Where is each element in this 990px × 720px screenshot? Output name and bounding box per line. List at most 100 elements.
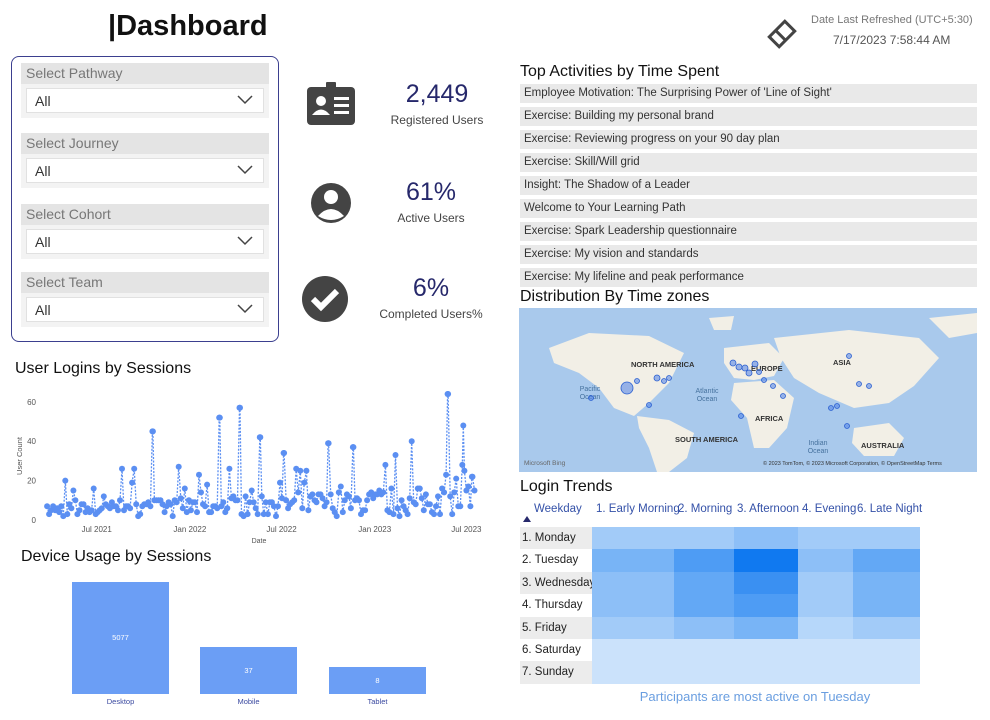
data-point[interactable] (382, 461, 389, 468)
activity-row[interactable]: Exercise: Building my personal brand (520, 107, 977, 126)
data-point[interactable] (260, 511, 267, 518)
data-point[interactable] (297, 467, 304, 474)
data-point[interactable] (262, 499, 269, 506)
data-point[interactable] (303, 467, 310, 474)
data-point[interactable] (283, 497, 290, 504)
data-point[interactable] (257, 434, 264, 441)
data-point[interactable] (234, 497, 241, 504)
data-point[interactable] (64, 511, 71, 518)
data-point[interactable] (422, 491, 429, 498)
data-point[interactable] (237, 404, 243, 411)
activity-row[interactable]: Exercise: Spark Leadership questionnaire (520, 222, 977, 241)
timezone-map[interactable]: NORTH AMERICA EUROPE ASIA AFRICA SOUTH A… (519, 308, 977, 472)
data-point[interactable] (416, 485, 423, 492)
data-point[interactable] (117, 497, 123, 504)
heatmap-cell[interactable] (798, 549, 853, 572)
data-point[interactable] (252, 505, 259, 512)
data-point[interactable] (333, 513, 340, 520)
heatmap-cell[interactable] (853, 527, 920, 550)
heatmap-cell[interactable] (798, 527, 853, 550)
heatmap-cell[interactable] (674, 661, 734, 684)
data-point[interactable] (408, 438, 415, 445)
heatmap-column-header[interactable]: 6. Late Night (857, 503, 923, 515)
data-point[interactable] (161, 509, 168, 516)
heatmap-cell[interactable] (734, 639, 798, 662)
data-point[interactable] (80, 501, 87, 508)
data-point[interactable] (169, 513, 176, 520)
heatmap-cell[interactable] (734, 527, 798, 550)
data-point[interactable] (208, 509, 215, 516)
data-point[interactable] (337, 483, 344, 490)
heatmap-cell[interactable] (853, 616, 920, 639)
data-point[interactable] (244, 511, 251, 518)
data-point[interactable] (198, 489, 204, 496)
data-point[interactable] (404, 511, 411, 518)
data-point[interactable] (394, 505, 401, 512)
data-point[interactable] (345, 493, 352, 500)
data-point[interactable] (242, 493, 249, 500)
data-point[interactable] (465, 483, 472, 490)
data-point[interactable] (396, 513, 403, 520)
data-point[interactable] (305, 507, 312, 514)
data-point[interactable] (309, 491, 316, 498)
heatmap-cell[interactable] (853, 661, 920, 684)
activity-row[interactable]: Exercise: Skill/Will grid (520, 153, 977, 172)
data-point[interactable] (275, 503, 281, 510)
data-point[interactable] (196, 471, 202, 478)
data-point[interactable] (319, 495, 326, 502)
data-point[interactable] (246, 499, 253, 506)
bar-mobile[interactable] (200, 647, 297, 694)
data-point[interactable] (131, 465, 138, 472)
data-point[interactable] (388, 485, 395, 492)
data-point[interactable] (58, 503, 65, 510)
data-point[interactable] (175, 463, 182, 470)
map-copyright[interactable]: © 2023 TomTom, © 2023 Microsoft Corporat… (763, 461, 942, 467)
heatmap-cell[interactable] (853, 639, 920, 662)
data-point[interactable] (68, 505, 75, 512)
data-point[interactable] (220, 499, 227, 506)
data-point[interactable] (216, 414, 223, 421)
heatmap-column-header[interactable]: 2. Morning (678, 503, 733, 515)
journey-select[interactable]: All (26, 158, 264, 183)
data-point[interactable] (412, 501, 419, 508)
filter-journey[interactable]: Select Journey All (21, 133, 269, 188)
activity-row[interactable]: Welcome to Your Learning Path (520, 199, 977, 218)
data-point[interactable] (90, 485, 97, 492)
heatmap-cell[interactable] (734, 571, 798, 595)
data-point[interactable] (392, 452, 399, 458)
data-point[interactable] (390, 511, 397, 518)
heatmap-cell[interactable] (798, 594, 853, 617)
bar-desktop[interactable] (72, 582, 169, 694)
heatmap-cell[interactable] (674, 616, 734, 639)
data-point[interactable] (398, 497, 405, 504)
filter-team[interactable]: Select Team All (21, 272, 269, 327)
data-point[interactable] (313, 499, 320, 506)
data-point[interactable] (56, 509, 63, 516)
data-point[interactable] (291, 497, 298, 504)
data-point[interactable] (350, 444, 357, 451)
data-point[interactable] (445, 391, 452, 397)
heatmap-cell[interactable] (674, 549, 734, 572)
heatmap-cell[interactable] (853, 594, 920, 617)
heatmap-cell[interactable] (798, 571, 853, 595)
data-point[interactable] (44, 503, 51, 510)
data-point[interactable] (254, 511, 261, 518)
heatmap-cell[interactable] (853, 549, 920, 572)
team-select[interactable]: All (26, 297, 264, 322)
heatmap-cell[interactable] (592, 594, 674, 617)
data-point[interactable] (356, 497, 362, 504)
device-usage-chart[interactable]: 5077 Desktop 37 Mobile 8 Tablet (0, 570, 490, 710)
heatmap-cell[interactable] (734, 594, 798, 617)
heatmap-column-header[interactable]: 1. Early Morning (596, 503, 680, 515)
data-point[interactable] (443, 471, 450, 478)
data-point[interactable] (426, 501, 433, 508)
data-point[interactable] (62, 477, 69, 484)
activity-row[interactable]: Exercise: My lifeline and peak performan… (520, 268, 977, 287)
heatmap-cell[interactable] (853, 571, 920, 595)
data-point[interactable] (194, 509, 200, 516)
data-point[interactable] (339, 509, 346, 516)
data-point[interactable] (362, 507, 369, 514)
data-point[interactable] (437, 511, 443, 518)
heatmap-cell[interactable] (592, 571, 674, 595)
data-point[interactable] (76, 507, 83, 514)
